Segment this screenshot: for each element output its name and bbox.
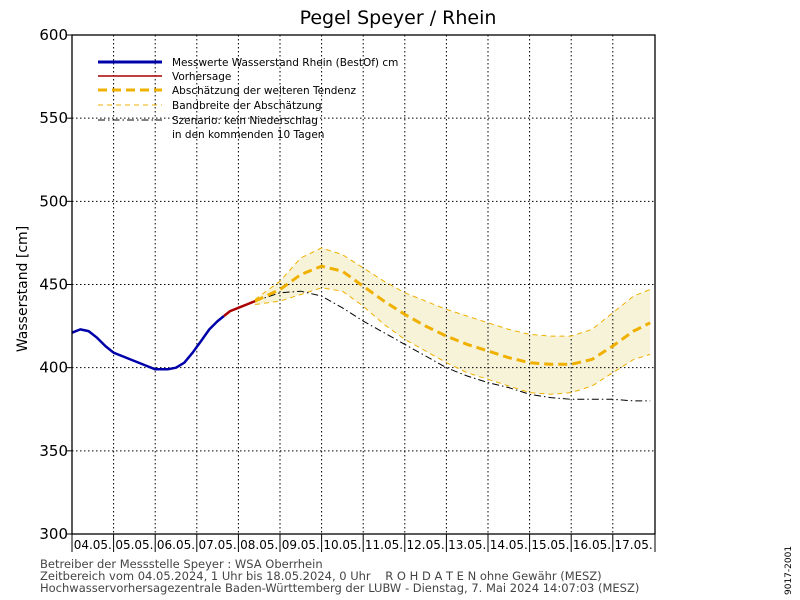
footer-operator: Betreiber der Messstelle Speyer : WSA Ob…	[40, 557, 323, 571]
legend: Messwerte Wasserstand Rhein (BestOf) cm V…	[98, 57, 398, 141]
x-axis: 04.05. 05.05. 06.05. 07.05. 08.05. 09.05. 10.0…	[71, 534, 656, 552]
forecast-line	[223, 299, 256, 318]
x-tick-label: 11.05.	[365, 538, 403, 552]
x-tick-label: 15.05.	[531, 538, 569, 552]
band-fill	[255, 247, 651, 395]
y-tick-label: 400	[39, 359, 68, 377]
legend-label-scenario-line2: in den kommenden 10 Tagen	[172, 129, 324, 141]
x-tick-label: 14.05.	[490, 538, 528, 552]
footer-timerange: Zeitbereich vom 04.05.2024, 1 Uhr bis 18…	[40, 569, 602, 583]
legend-label-trend: Abschätzung der weiteren Tendenz	[172, 85, 357, 97]
series-layer	[71, 247, 651, 402]
x-tick-label: 17.05.	[615, 538, 653, 552]
x-tick-label: 10.05.	[323, 538, 361, 552]
footer-source: Hochwasservorhersagezentrale Baden-Württ…	[40, 581, 640, 595]
y-axis: 300 350 400 450 500 550 600	[39, 26, 72, 543]
x-tick-label: 09.05.	[282, 538, 320, 552]
trend-line	[254, 264, 651, 366]
band-upper-line	[254, 247, 651, 337]
x-tick-label: 05.05.	[115, 538, 153, 552]
band-layer	[255, 247, 651, 395]
legend-label-scenario: Szenario: kein Niederschlag	[172, 115, 318, 127]
y-tick-label: 550	[39, 109, 68, 127]
y-tick-label: 500	[39, 192, 68, 210]
y-tick-label: 600	[39, 26, 68, 44]
x-tick-label: 06.05.	[157, 538, 195, 552]
legend-label-measured: Messwerte Wasserstand Rhein (BestOf) cm	[172, 57, 398, 69]
legend-label-band: Bandbreite der Abschätzung	[172, 100, 322, 112]
grid-layer	[72, 35, 655, 534]
y-tick-label: 350	[39, 442, 68, 460]
x-tick-label: 13.05.	[448, 538, 486, 552]
band-lower-line	[254, 287, 651, 395]
measured-line	[71, 315, 225, 371]
y-tick-label: 450	[39, 276, 68, 294]
legend-label-forecast: Vorhersage	[172, 71, 231, 83]
x-tick-label: 16.05.	[573, 538, 611, 552]
scenario-line	[254, 290, 651, 402]
x-tick-label: 04.05.	[74, 538, 112, 552]
y-axis-label: Wasserstand [cm]	[15, 226, 31, 352]
x-tick-label: 07.05.	[199, 538, 237, 552]
chart-title: Pegel Speyer / Rhein	[300, 7, 497, 29]
x-tick-label: 08.05.	[240, 538, 278, 552]
station-code: 9017-2001	[784, 545, 794, 595]
y-tick-label: 300	[39, 525, 68, 543]
x-tick-label: 12.05.	[407, 538, 445, 552]
